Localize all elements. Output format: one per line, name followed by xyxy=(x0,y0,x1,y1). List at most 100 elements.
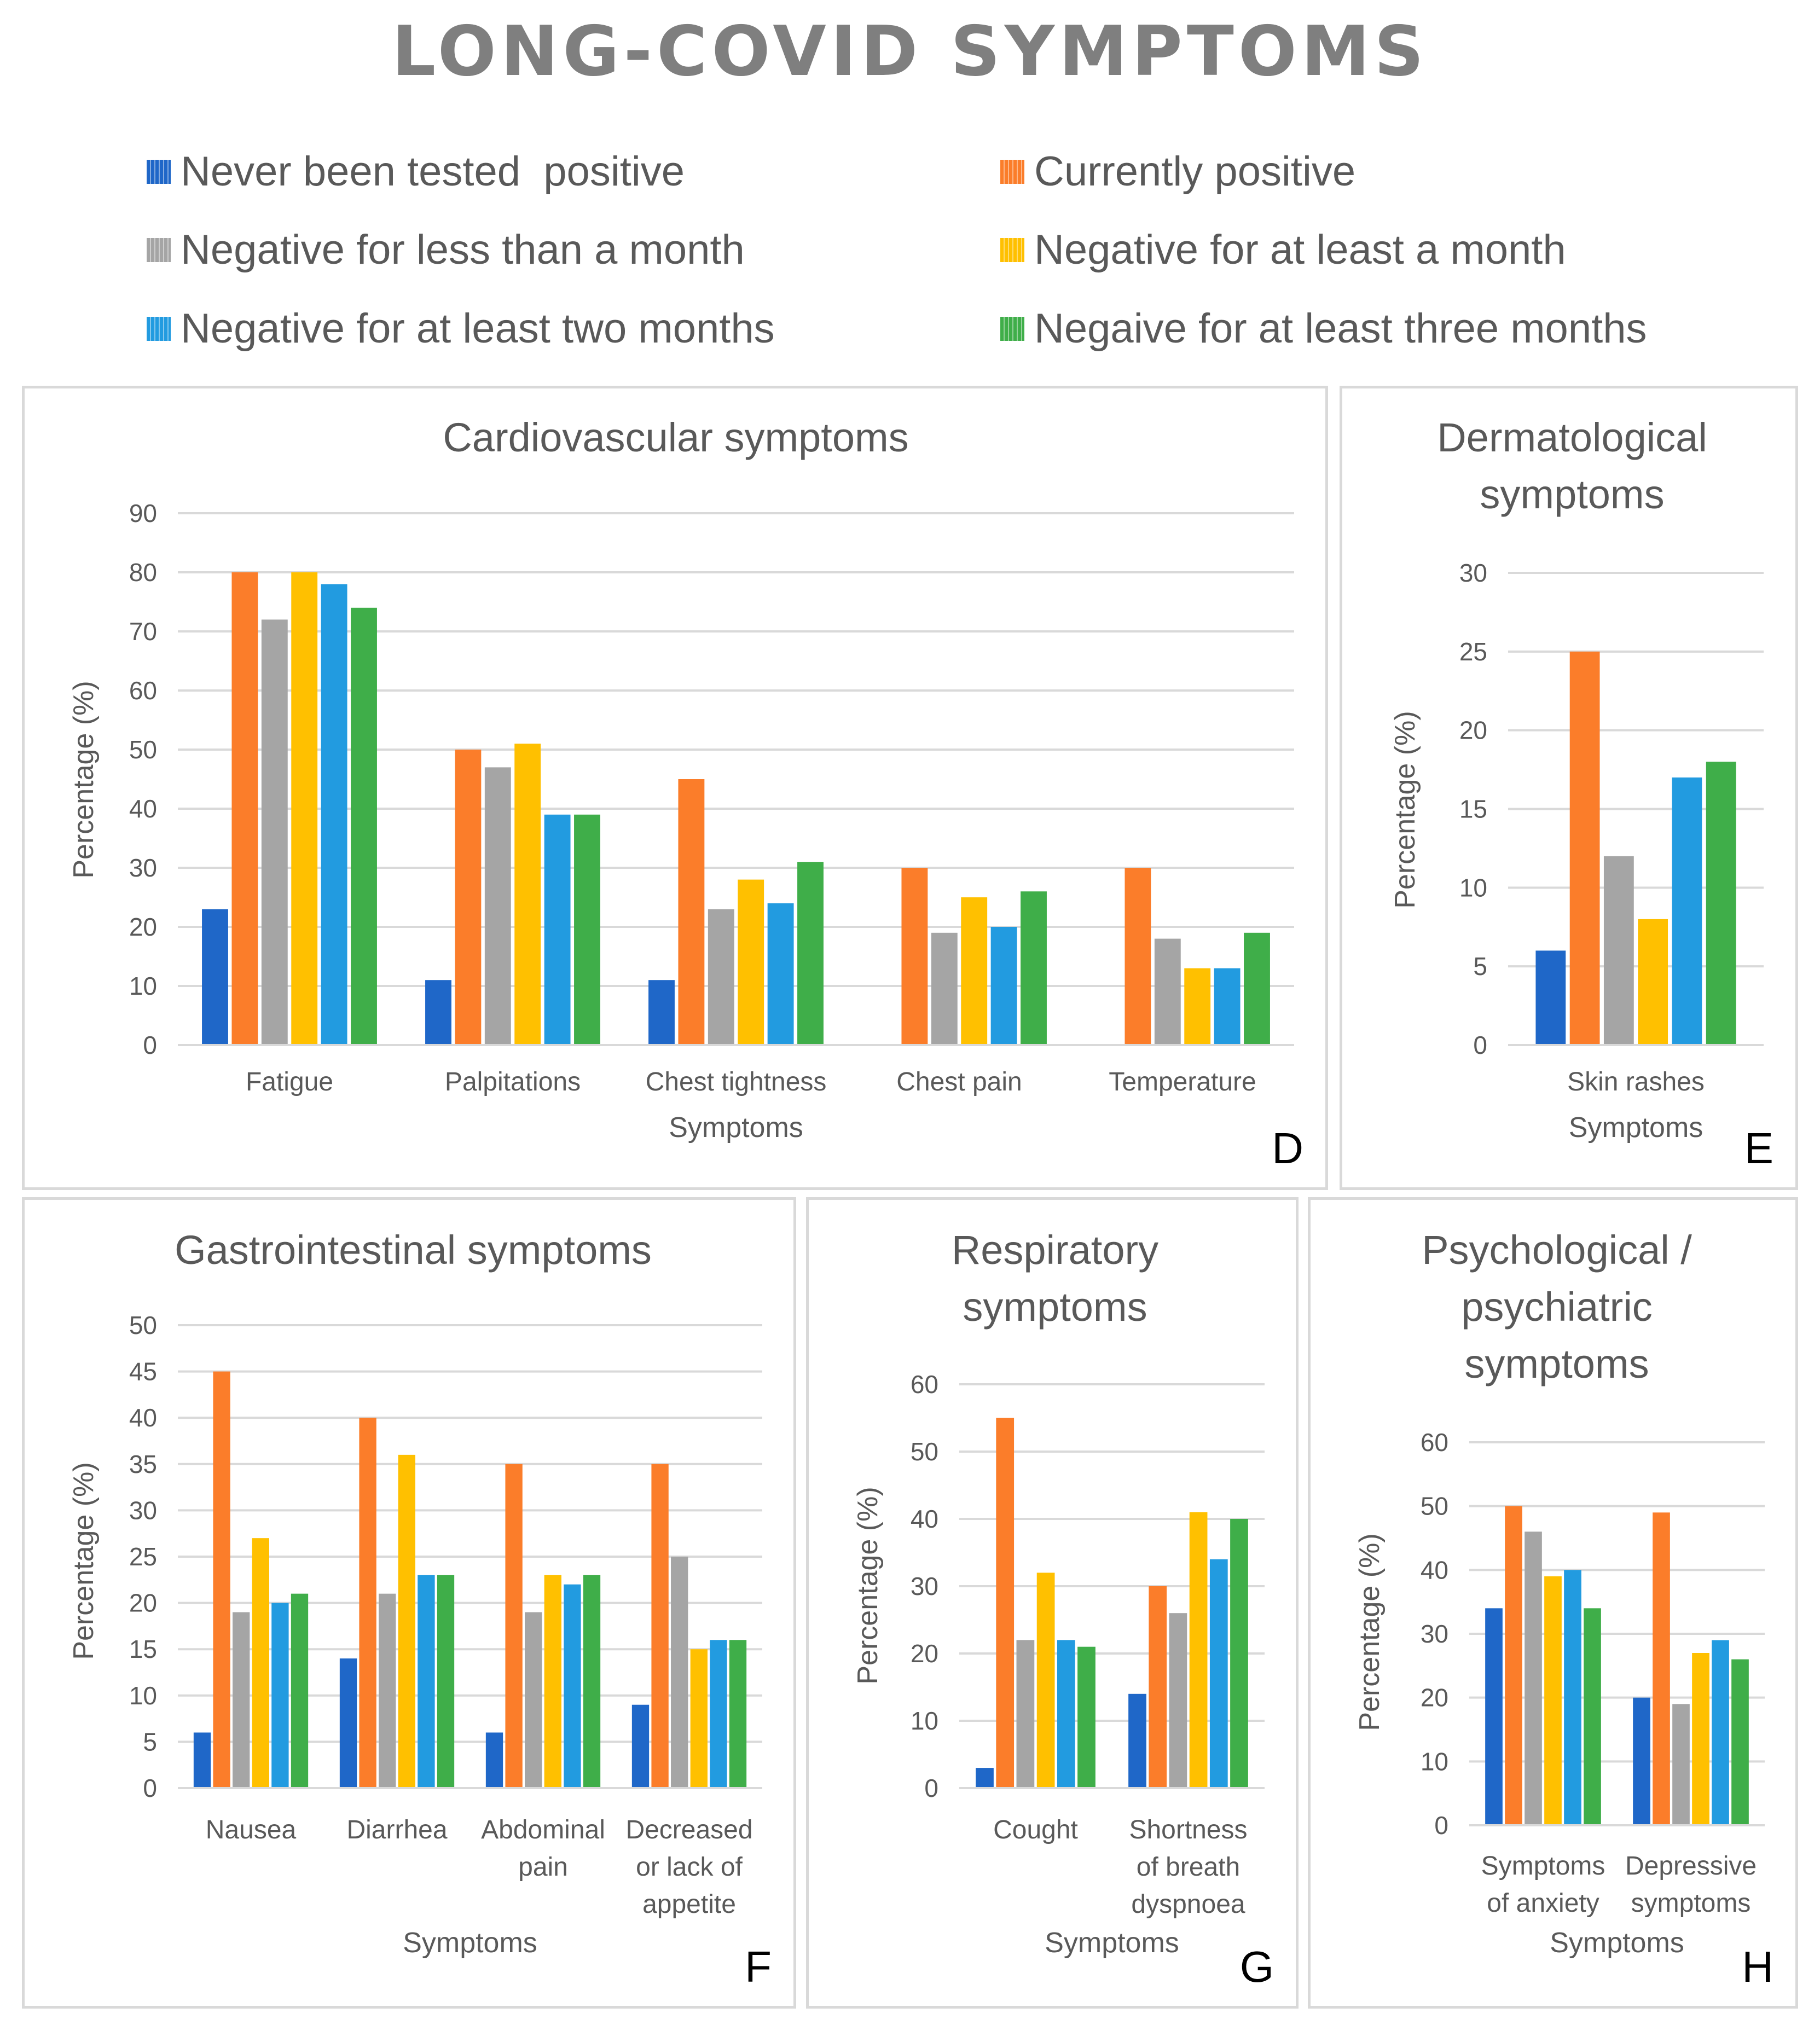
chart-title-line: symptoms xyxy=(1464,1341,1649,1386)
bar xyxy=(708,909,734,1045)
x-tick-label: Nausea xyxy=(206,1815,297,1844)
y-tick-label: 25 xyxy=(129,1542,157,1571)
y-tick-label: 35 xyxy=(129,1450,157,1478)
y-tick-label: 0 xyxy=(1473,1031,1487,1059)
chart-dermatological: Dermatological symptoms 0 5 10 15 20 25 30 Skin r… xyxy=(1389,415,1764,1144)
y-tick-label: 10 xyxy=(1459,873,1487,902)
y-tick-label: 15 xyxy=(1459,795,1487,823)
x-tick-label: Chest tightness xyxy=(646,1067,827,1096)
y-tick-label: 40 xyxy=(129,1403,157,1432)
y-tick-label: 30 xyxy=(1459,559,1487,587)
bar xyxy=(710,1640,727,1788)
y-tick-label: 80 xyxy=(129,558,157,587)
y-tick-label: 10 xyxy=(1421,1747,1448,1775)
y-axis-label: Percentage (%) xyxy=(852,1487,884,1684)
bar xyxy=(425,980,451,1045)
legend-item: Never been tested positive xyxy=(147,148,685,195)
bar xyxy=(678,779,705,1045)
y-tick-label: 30 xyxy=(1421,1620,1448,1648)
y-tick-label: 45 xyxy=(129,1357,157,1386)
y-tick-label: 50 xyxy=(129,735,157,764)
bar xyxy=(271,1603,289,1788)
bar xyxy=(564,1584,581,1788)
legend-item: Negative for less than a month xyxy=(147,226,745,274)
x-tick-label-line: of anxiety xyxy=(1487,1889,1599,1918)
legend-label: Negative for at least a month xyxy=(1034,227,1566,273)
y-axis-label: Percentage (%) xyxy=(68,681,100,878)
bar xyxy=(1564,1570,1581,1825)
bar xyxy=(233,1612,250,1788)
y-tick-label: 5 xyxy=(143,1727,157,1756)
bar xyxy=(351,607,377,1045)
bar xyxy=(484,767,511,1045)
bar xyxy=(485,1732,503,1788)
chart-psychological: Psychological / psychiatric symptoms 0 10 20 3… xyxy=(1354,1227,1765,1959)
bar xyxy=(1154,938,1181,1045)
legend-item: Currently positive xyxy=(1000,148,1355,195)
bar xyxy=(1712,1640,1729,1825)
bar xyxy=(437,1575,455,1788)
x-tick-label-line: Shortness xyxy=(1129,1815,1247,1844)
panel-letter: G xyxy=(1239,1942,1274,1991)
legend-swatch xyxy=(147,237,171,262)
x-tick-label-line: Cought xyxy=(993,1815,1078,1844)
legend-item: Negaive for at least three months xyxy=(1000,305,1647,352)
chart-title: Psychological / psychiatric symptoms xyxy=(1422,1227,1692,1386)
bar xyxy=(514,744,541,1045)
bar xyxy=(1731,1659,1749,1825)
chart-title-line: psychiatric xyxy=(1461,1284,1653,1330)
y-tick-label: 20 xyxy=(129,1589,157,1617)
bar xyxy=(1230,1519,1248,1788)
x-tick-label: Symptoms of anxiety xyxy=(1481,1852,1605,1918)
chart-panel-cardiovascular: Cardiovascular symptoms 0 10 20 30 40 50 60 70 80… xyxy=(22,386,1328,1190)
y-tick-label: 20 xyxy=(129,913,157,941)
x-tick-label: Cought xyxy=(993,1815,1078,1844)
x-axis-label: Symptoms xyxy=(1569,1112,1703,1144)
x-tick-label: Diarrhea xyxy=(346,1815,447,1844)
legend-label: Never been tested positive xyxy=(181,148,685,195)
x-tick-label: Depressive symptoms xyxy=(1625,1852,1757,1918)
legend-item: Negative for at least a month xyxy=(1000,226,1566,274)
x-tick-label: Shortness of breath dyspnoea xyxy=(1129,1815,1247,1919)
x-tick-label-line: dyspnoea xyxy=(1131,1890,1245,1919)
y-tick-label: 90 xyxy=(129,499,157,527)
y-tick-label: 60 xyxy=(1421,1428,1448,1457)
bar xyxy=(996,1418,1015,1788)
x-tick-label-line: Palpitations xyxy=(445,1067,581,1096)
bar xyxy=(1505,1506,1522,1825)
chart-title: Gastrointestinal symptoms xyxy=(175,1227,652,1273)
x-tick-label-line: Decreased xyxy=(625,1815,752,1844)
y-tick-label: 20 xyxy=(1459,716,1487,745)
bar xyxy=(231,572,258,1045)
y-tick-label: 30 xyxy=(911,1572,938,1600)
chart-panel-dermatological: Dermatological symptoms 0 5 10 15 20 25 30 Skin r… xyxy=(1340,386,1798,1190)
panel-letter: H xyxy=(1742,1942,1773,1991)
y-tick-label: 60 xyxy=(129,676,157,705)
legend-swatch xyxy=(147,316,171,341)
bar xyxy=(1692,1653,1709,1825)
x-tick-label-line: Skin rashes xyxy=(1567,1067,1705,1096)
bar xyxy=(1209,1559,1228,1788)
bar xyxy=(505,1464,523,1788)
bar xyxy=(1169,1613,1187,1788)
y-tick-label: 40 xyxy=(911,1505,938,1533)
bar xyxy=(990,927,1017,1045)
x-tick-label: Fatigue xyxy=(246,1067,333,1096)
bar xyxy=(1077,1646,1096,1788)
bar xyxy=(1638,919,1668,1045)
bar xyxy=(261,619,288,1045)
x-tick-label-line: Depressive xyxy=(1625,1852,1757,1881)
y-tick-label: 10 xyxy=(911,1707,938,1735)
bar xyxy=(1633,1697,1650,1825)
bar xyxy=(901,868,928,1045)
y-tick-label: 5 xyxy=(1473,952,1487,980)
chart-respiratory: Respiratory symptoms 0 10 20 30 40 50 60 Cought Sh… xyxy=(852,1227,1265,1959)
y-tick-label: 30 xyxy=(129,854,157,882)
bar xyxy=(671,1557,688,1788)
bar xyxy=(359,1418,376,1788)
bar xyxy=(1016,1640,1035,1788)
y-tick-label: 50 xyxy=(129,1311,157,1339)
x-axis-label: Symptoms xyxy=(1550,1927,1684,1959)
chart-title: Dermatological symptoms xyxy=(1437,415,1707,517)
chart-gastrointestinal: Gastrointestinal symptoms 0 5 10 15 20 25 30 35 4… xyxy=(68,1227,762,1959)
